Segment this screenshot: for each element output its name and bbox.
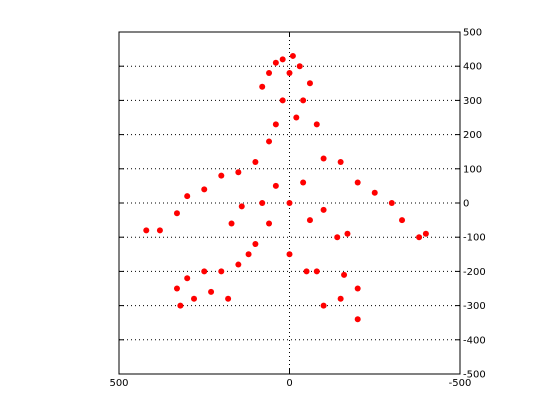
data-point xyxy=(313,121,320,128)
data-point xyxy=(341,271,348,278)
x-tick-label: -500 xyxy=(449,378,472,389)
y-tick-label: 100 xyxy=(463,164,482,175)
data-point xyxy=(306,217,313,224)
data-point xyxy=(320,302,327,309)
data-point xyxy=(235,261,242,268)
data-point xyxy=(313,268,320,275)
data-point xyxy=(399,217,406,224)
y-tick-label: 200 xyxy=(463,130,482,141)
data-point xyxy=(272,59,279,66)
data-point xyxy=(286,251,293,258)
data-point xyxy=(143,227,150,234)
data-point xyxy=(371,189,378,196)
y-tick-label: 0 xyxy=(463,199,469,210)
data-point xyxy=(300,97,307,104)
data-point xyxy=(388,200,395,206)
data-point xyxy=(238,203,245,210)
data-point xyxy=(354,179,361,186)
data-point xyxy=(354,285,361,292)
data-point xyxy=(296,63,303,70)
data-point xyxy=(293,114,300,121)
y-tick-label: 500 xyxy=(463,28,482,39)
data-point xyxy=(344,230,351,237)
data-point xyxy=(252,158,259,165)
y-tick-label: 300 xyxy=(463,96,482,107)
data-point xyxy=(184,275,191,282)
data-point xyxy=(173,210,180,217)
data-point xyxy=(259,83,266,90)
data-point xyxy=(259,200,266,206)
data-points xyxy=(143,52,429,323)
data-point xyxy=(228,220,235,227)
data-point xyxy=(225,295,232,302)
data-point xyxy=(272,121,279,128)
y-tick-label: -500 xyxy=(463,370,486,381)
data-point xyxy=(286,200,293,206)
y-tick-label: -100 xyxy=(463,233,486,244)
data-point xyxy=(354,316,361,323)
data-point xyxy=(266,70,273,77)
data-point xyxy=(266,220,273,227)
data-point xyxy=(320,206,327,213)
x-axis: 500 0 -500 xyxy=(109,32,471,389)
data-point xyxy=(252,241,259,248)
data-point xyxy=(191,295,198,302)
y-axis: -500 -400 -300 -200 -100 0 100 200 300 400 500 xyxy=(119,28,486,381)
x-tick-label: 500 xyxy=(109,378,128,389)
data-point xyxy=(245,251,252,258)
data-point xyxy=(279,97,286,104)
data-point xyxy=(320,155,327,162)
data-point xyxy=(177,302,184,309)
data-point xyxy=(218,268,225,275)
data-point xyxy=(173,285,180,292)
data-point xyxy=(303,268,310,275)
data-point xyxy=(286,70,293,77)
y-tick-label: -400 xyxy=(463,335,486,346)
x-tick-label: 0 xyxy=(286,378,292,389)
data-point xyxy=(279,56,286,63)
data-point xyxy=(416,234,423,241)
data-point xyxy=(306,80,313,87)
data-point xyxy=(208,288,215,295)
data-point xyxy=(201,268,208,275)
data-point xyxy=(156,227,163,234)
data-point xyxy=(235,169,242,176)
data-point xyxy=(266,138,273,145)
data-point xyxy=(334,234,341,241)
y-tick-label: -200 xyxy=(463,267,486,278)
y-tick-label: 400 xyxy=(463,62,482,73)
grid xyxy=(119,32,460,374)
data-point xyxy=(337,158,344,165)
y-tick-label: -300 xyxy=(463,301,486,312)
data-point xyxy=(337,295,344,302)
data-point xyxy=(218,172,225,179)
data-point xyxy=(184,193,191,200)
data-point xyxy=(422,230,429,237)
data-point xyxy=(201,186,208,193)
data-point xyxy=(272,182,279,189)
data-point xyxy=(289,52,296,59)
data-point xyxy=(300,179,307,186)
